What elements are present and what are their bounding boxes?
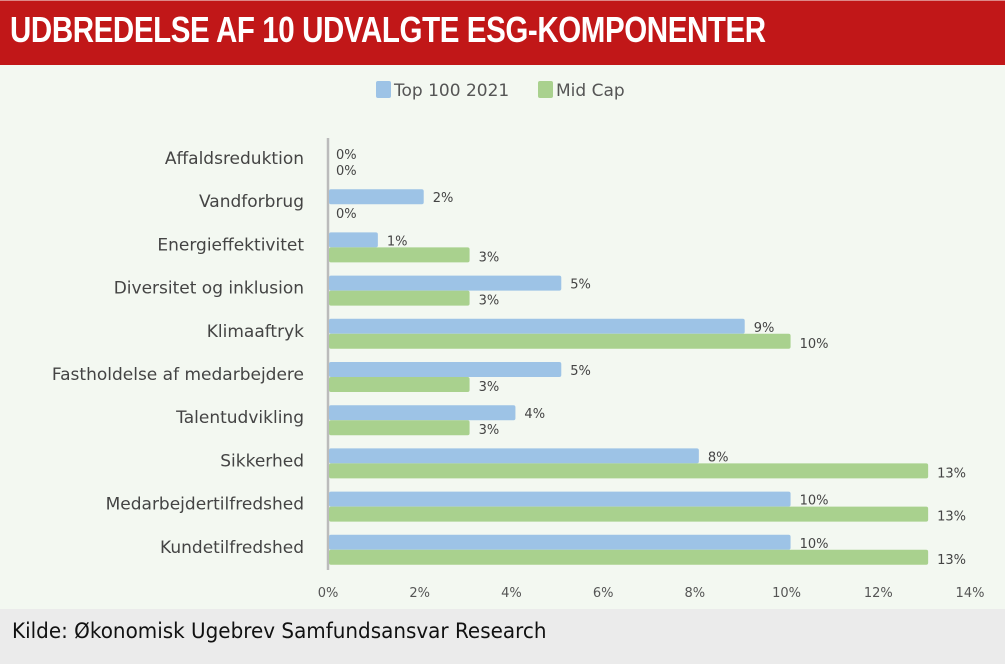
legend-swatch [538,81,553,98]
category-label: Diversitet og inklusion [114,279,304,299]
x-tick-label: 12% [864,586,893,601]
data-label: 1% [387,234,408,249]
bar-top100 [329,275,562,291]
data-label: 0% [336,164,357,179]
x-tick-label: 2% [409,586,430,601]
data-label: 3% [479,423,500,438]
bar-midcap [329,549,929,565]
data-label: 0% [336,148,357,163]
bar-top100 [329,448,699,464]
bar-top100 [329,491,791,507]
data-label: 3% [479,294,500,309]
data-label: 4% [524,407,545,422]
bar-midcap [329,463,929,479]
bar-top100 [329,318,745,334]
data-label: 0% [336,207,357,222]
bar-top100 [329,534,791,550]
data-label: 2% [433,191,454,206]
category-label: Kundetilfredshed [160,538,304,558]
data-label: 3% [479,380,500,395]
bar-midcap [329,506,929,522]
x-tick-label: 10% [772,586,801,601]
category-label: Fastholdelse af medarbejdere [52,365,304,385]
source-note: Kilde: Økonomisk Ugebrev Samfundsansvar … [12,619,547,643]
data-label: 8% [708,450,729,465]
legend-label: Mid Cap [556,81,625,101]
category-label: Affaldsreduktion [165,149,304,169]
x-tick-label: 8% [685,586,706,601]
data-label: 10% [800,494,829,509]
data-label: 10% [800,337,829,352]
category-label: Energieffektivitet [157,235,304,255]
data-label: 13% [937,510,966,525]
data-label: 5% [570,364,591,379]
category-label: Sikkerhed [220,451,304,471]
bar-midcap [329,420,470,436]
bar-top100 [329,189,424,205]
x-tick-label: 4% [501,586,522,601]
bar-midcap [329,333,791,349]
category-label: Vandforbrug [199,192,304,212]
category-label: Klimaaftryk [207,322,304,342]
data-label: 13% [937,553,966,568]
data-label: 5% [570,278,591,293]
footer: Kilde: Økonomisk Ugebrev Samfundsansvar … [0,609,1005,664]
data-label: 13% [937,466,966,481]
legend-swatch [376,81,391,98]
chart-title: UDBREDELSE AF 10 UDVALGTE ESG-KOMPONENTE… [10,9,766,50]
category-label: Medarbejdertilfredshed [106,495,304,515]
bar-midcap [329,290,470,306]
x-tick-label: 6% [593,586,614,601]
data-label: 10% [800,537,829,552]
data-label: 9% [754,321,775,336]
bar-midcap [329,247,470,263]
x-tick-label: 0% [318,586,339,601]
bar-top100 [329,362,562,377]
bar-top100 [329,232,378,248]
category-label: Talentudvikling [175,408,304,428]
bar-top100 [329,405,516,421]
title-bar: UDBREDELSE AF 10 UDVALGTE ESG-KOMPONENTE… [0,0,1005,65]
x-tick-label: 14% [956,586,985,601]
bar-midcap [329,377,470,392]
data-label: 3% [479,250,500,265]
legend-label: Top 100 2021 [393,81,509,101]
